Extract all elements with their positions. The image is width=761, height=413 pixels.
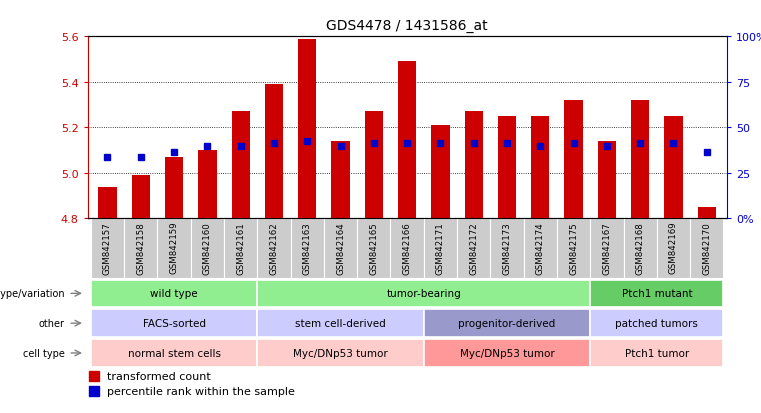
Text: normal stem cells: normal stem cells [128,348,221,358]
Text: wild type: wild type [150,289,198,299]
Text: GSM842172: GSM842172 [470,221,478,274]
Text: GSM842160: GSM842160 [203,221,212,274]
Text: GSM842161: GSM842161 [236,221,245,274]
Text: GSM842168: GSM842168 [635,221,645,274]
Bar [464,112,483,219]
Bar [390,219,424,279]
Bar [690,219,724,279]
Bar [298,40,317,219]
Text: GSM842164: GSM842164 [336,221,345,274]
Text: GSM842174: GSM842174 [536,221,545,274]
Bar [224,219,257,279]
Bar [698,208,716,219]
Bar [98,187,116,219]
Bar [524,219,557,279]
Bar [424,339,591,367]
Text: GSM842159: GSM842159 [170,221,179,274]
Bar [431,126,450,219]
Text: GSM842162: GSM842162 [269,221,279,274]
Bar [457,219,490,279]
Text: patched tumors: patched tumors [616,318,699,328]
Bar [631,101,649,219]
Text: tumor-bearing: tumor-bearing [387,289,461,299]
Bar [591,219,623,279]
Bar [91,310,257,337]
Bar [664,117,683,219]
Bar [291,219,324,279]
Bar [231,112,250,219]
Text: stem cell-derived: stem cell-derived [295,318,386,328]
Bar [597,142,616,219]
Bar [591,280,724,307]
Bar [257,280,591,307]
Text: GSM842165: GSM842165 [369,221,378,274]
Text: Myc/DNp53 tumor: Myc/DNp53 tumor [293,348,388,358]
Bar [623,219,657,279]
Bar [198,151,217,219]
Text: progenitor-derived: progenitor-derived [458,318,556,328]
Text: GSM842171: GSM842171 [436,221,445,274]
Text: genotype/variation: genotype/variation [0,289,65,299]
Text: GSM842170: GSM842170 [702,221,712,274]
Text: FACS-sorted: FACS-sorted [142,318,205,328]
Bar [265,85,283,219]
Text: other: other [39,318,65,328]
Text: cell type: cell type [23,348,65,358]
Bar [158,219,191,279]
Text: GSM842169: GSM842169 [669,221,678,274]
Bar [165,158,183,219]
Bar [191,219,224,279]
Bar [132,176,150,219]
Bar [324,219,357,279]
Bar [357,219,390,279]
Text: GSM842173: GSM842173 [502,221,511,274]
Bar [365,112,383,219]
Bar [490,219,524,279]
Text: GSM842158: GSM842158 [136,221,145,274]
Title: GDS4478 / 1431586_at: GDS4478 / 1431586_at [326,19,488,33]
Bar [257,219,291,279]
Bar [531,117,549,219]
Bar [124,219,158,279]
Bar [424,310,591,337]
Bar [91,219,124,279]
Text: GSM842157: GSM842157 [103,221,112,274]
Text: Myc/DNp53 tumor: Myc/DNp53 tumor [460,348,555,358]
Bar [557,219,591,279]
Bar [498,117,516,219]
Bar [331,142,350,219]
Text: Ptch1 tumor: Ptch1 tumor [625,348,689,358]
Text: transformed count: transformed count [107,371,211,381]
Text: GSM842163: GSM842163 [303,221,312,274]
Text: GSM842167: GSM842167 [603,221,611,274]
Bar [657,219,690,279]
Bar [565,101,583,219]
Bar [424,219,457,279]
Text: Ptch1 mutant: Ptch1 mutant [622,289,693,299]
Text: GSM842166: GSM842166 [403,221,412,274]
Text: percentile rank within the sample: percentile rank within the sample [107,386,295,396]
Bar [257,339,424,367]
Bar [398,62,416,219]
Bar [91,280,257,307]
Bar [591,310,724,337]
Text: GSM842175: GSM842175 [569,221,578,274]
Bar [91,339,257,367]
Bar [591,339,724,367]
Bar [257,310,424,337]
